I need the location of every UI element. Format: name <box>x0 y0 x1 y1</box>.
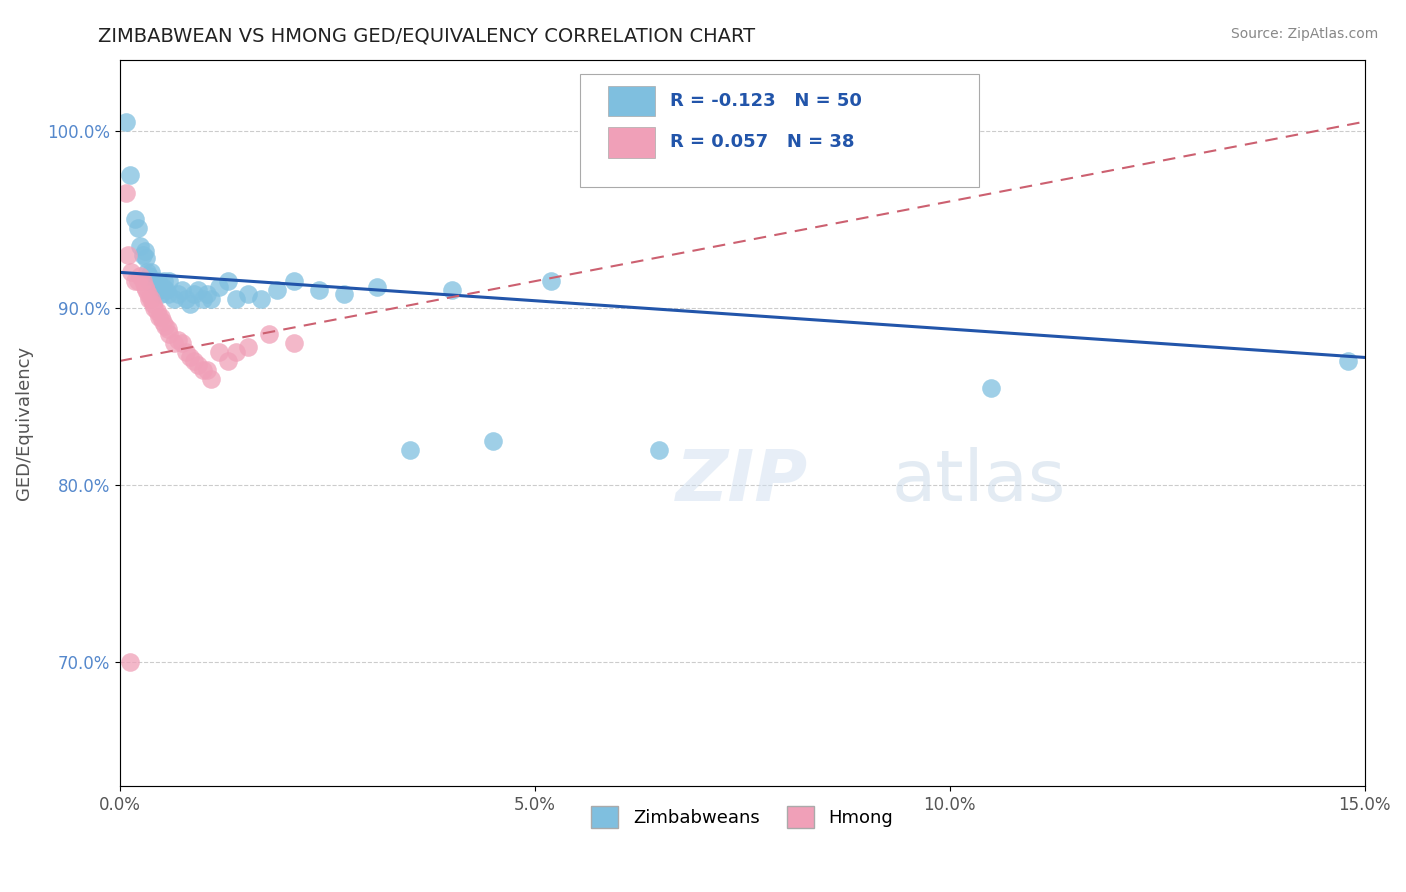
Point <box>135 251 157 265</box>
Point <box>170 336 193 351</box>
Point <box>191 363 214 377</box>
Point <box>156 286 179 301</box>
Point <box>143 301 166 315</box>
Point <box>129 268 152 283</box>
Point <box>257 327 280 342</box>
Point <box>115 114 138 128</box>
Point <box>142 297 165 311</box>
Point <box>150 286 173 301</box>
Point <box>648 442 671 457</box>
Text: ZIP: ZIP <box>676 447 808 516</box>
Point <box>141 292 163 306</box>
Point <box>142 274 165 288</box>
Point <box>266 283 288 297</box>
Point <box>195 363 218 377</box>
Point <box>238 340 260 354</box>
Point <box>118 656 141 670</box>
Point <box>283 336 305 351</box>
Point <box>200 292 222 306</box>
Point <box>136 265 159 279</box>
Point <box>132 247 155 261</box>
Point <box>135 283 157 297</box>
Point <box>129 239 152 253</box>
Point <box>162 336 184 351</box>
Point <box>136 286 159 301</box>
Point <box>141 265 163 279</box>
Point <box>138 292 160 306</box>
Point <box>153 274 176 288</box>
Point <box>191 292 214 306</box>
Point <box>127 221 149 235</box>
FancyBboxPatch shape <box>607 128 655 158</box>
Point <box>148 310 170 324</box>
Point <box>179 351 201 365</box>
Point <box>157 274 180 288</box>
Point <box>117 247 139 261</box>
Point <box>138 274 160 288</box>
Y-axis label: GED/Equivalency: GED/Equivalency <box>15 346 32 500</box>
Point <box>166 333 188 347</box>
Text: ZIMBABWEAN VS HMONG GED/EQUIVALENCY CORRELATION CHART: ZIMBABWEAN VS HMONG GED/EQUIVALENCY CORR… <box>98 27 755 45</box>
Point <box>170 283 193 297</box>
Point <box>157 327 180 342</box>
Point <box>308 283 330 297</box>
Point <box>174 292 197 306</box>
Point <box>124 212 146 227</box>
Point <box>150 310 173 324</box>
Text: R = -0.123   N = 50: R = -0.123 N = 50 <box>671 92 862 110</box>
Point <box>366 279 388 293</box>
Point <box>155 283 177 297</box>
Point <box>195 286 218 301</box>
Point <box>138 268 160 283</box>
Point <box>440 283 463 297</box>
FancyBboxPatch shape <box>581 74 979 186</box>
Point <box>118 168 141 182</box>
Point <box>146 304 169 318</box>
Point <box>162 292 184 306</box>
Point <box>283 274 305 288</box>
Point <box>127 274 149 288</box>
Point <box>166 286 188 301</box>
Point <box>482 434 505 448</box>
Point <box>146 274 169 288</box>
Point <box>183 286 205 301</box>
Point <box>155 318 177 333</box>
Point <box>217 274 239 288</box>
Point <box>145 279 167 293</box>
Point <box>1337 354 1360 368</box>
Point <box>120 265 142 279</box>
Point <box>152 279 174 293</box>
Point <box>187 358 209 372</box>
Point <box>225 345 247 359</box>
Point <box>540 274 562 288</box>
Point <box>980 381 1002 395</box>
Point <box>332 286 354 301</box>
Text: R = 0.057   N = 38: R = 0.057 N = 38 <box>671 134 855 152</box>
Point <box>249 292 271 306</box>
Point <box>208 279 231 293</box>
Point <box>225 292 247 306</box>
Text: Source: ZipAtlas.com: Source: ZipAtlas.com <box>1230 27 1378 41</box>
Point <box>134 279 156 293</box>
FancyBboxPatch shape <box>607 86 655 116</box>
Point <box>134 244 156 258</box>
Point <box>399 442 422 457</box>
Point <box>115 186 138 200</box>
Legend: Zimbabweans, Hmong: Zimbabweans, Hmong <box>583 799 900 836</box>
Point <box>143 274 166 288</box>
Point <box>183 354 205 368</box>
Point <box>174 345 197 359</box>
Point <box>148 283 170 297</box>
Point <box>187 283 209 297</box>
Point <box>179 297 201 311</box>
Point <box>152 315 174 329</box>
Point <box>124 274 146 288</box>
Text: atlas: atlas <box>891 447 1066 516</box>
Point <box>200 372 222 386</box>
Point <box>156 322 179 336</box>
Point <box>132 274 155 288</box>
Point <box>217 354 239 368</box>
Point <box>208 345 231 359</box>
Point <box>238 286 260 301</box>
